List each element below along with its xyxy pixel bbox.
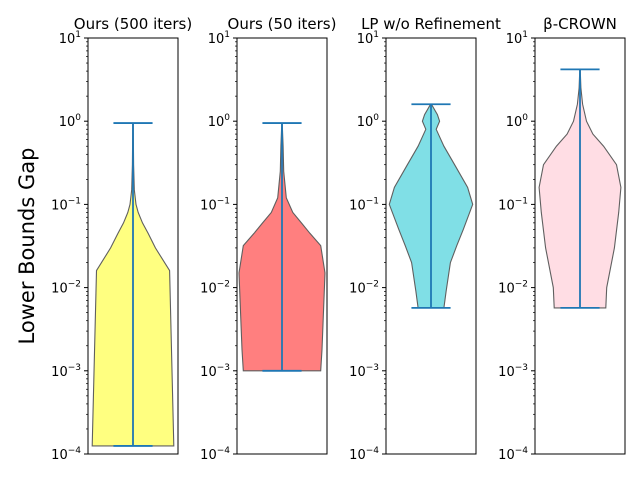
y-tick-label: 10−4 <box>349 446 379 463</box>
y-tick-label: 10−2 <box>200 280 230 297</box>
y-tick-label: 10−3 <box>498 363 528 380</box>
y-tick-label: 101 <box>208 30 230 47</box>
panel-title: Ours (50 iters) <box>228 15 337 33</box>
y-tick-label: 10−2 <box>349 280 379 297</box>
chart-panel-1: Ours (500 iters) 10−4 10−3 10−2 10−1 100 101 <box>51 15 192 463</box>
y-tick-label: 100 <box>59 113 82 130</box>
y-tick-label: 100 <box>208 113 231 130</box>
figure-ylabel: Lower Bounds Gap <box>15 148 39 345</box>
y-tick-label: 10−1 <box>349 196 379 213</box>
y-tick-label: 10−4 <box>498 446 528 463</box>
axes-frame <box>236 37 328 455</box>
panel-title: LP w/o Refinement <box>361 15 501 33</box>
axes-frame <box>385 37 477 455</box>
y-tick-label: 10−2 <box>498 280 528 297</box>
chart-panels: Ours (500 iters)10−410−310−210−1100101Ou… <box>51 15 626 463</box>
y-tick-label: 101 <box>357 30 379 47</box>
y-tick-label: 100 <box>357 113 380 130</box>
chart-panel-2: Ours (50 iters) 10−4 10−3 10−2 10−1 100 101 <box>200 15 336 463</box>
y-tick-label: 10−4 <box>51 446 81 463</box>
y-tick-label: 101 <box>59 30 81 47</box>
axes-frame <box>534 37 626 455</box>
panel-title: β-CROWN <box>543 15 617 33</box>
chart-panel-4: β-CROWN 10−4 10−3 10−2 10−1 100 101 <box>498 15 626 463</box>
y-tick-label: 10−1 <box>498 196 528 213</box>
y-tick-label: 10−3 <box>349 363 379 380</box>
panel-title: Ours (500 iters) <box>74 15 192 33</box>
y-tick-label: 10−2 <box>51 280 81 297</box>
y-tick-label: 101 <box>506 30 528 47</box>
y-tick-label: 10−1 <box>200 196 230 213</box>
y-tick-label: 10−1 <box>51 196 81 213</box>
chart-panel-3: LP w/o Refinement 10−4 10−3 10−2 10−1 100 101 <box>349 15 501 463</box>
y-tick-label: 10−4 <box>200 446 230 463</box>
y-tick-label: 10−3 <box>200 363 230 380</box>
y-tick-label: 100 <box>506 113 529 130</box>
axes-frame <box>87 37 179 455</box>
y-tick-label: 10−3 <box>51 363 81 380</box>
